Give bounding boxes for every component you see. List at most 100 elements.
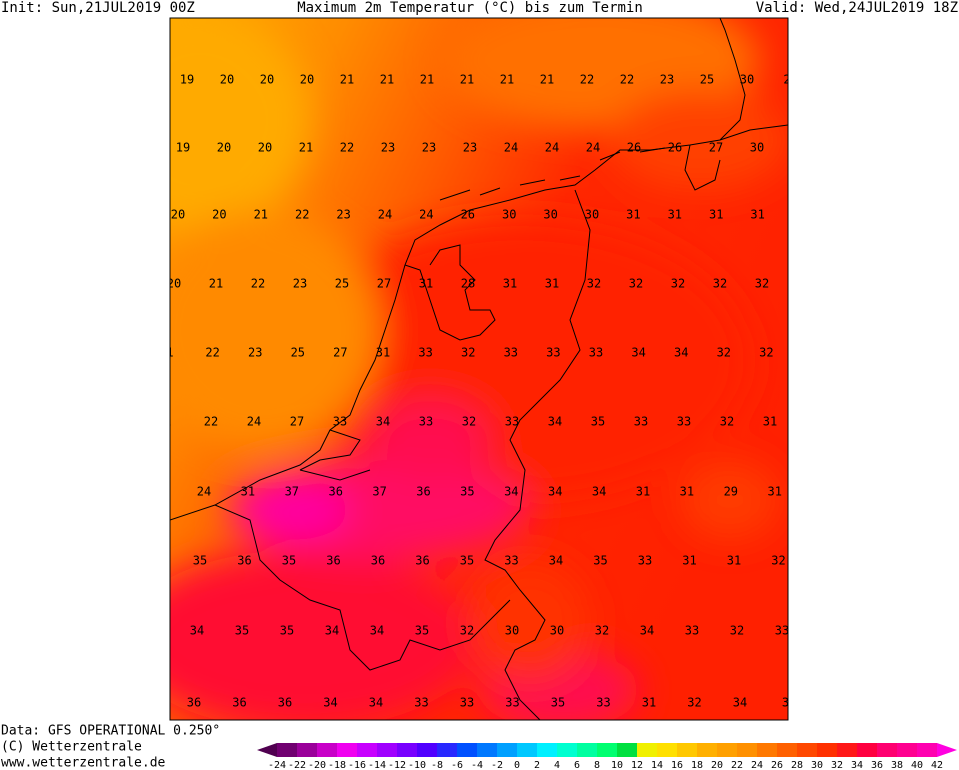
colorbar-arrow-left [257,743,277,757]
temperature-label: 32 [755,277,769,291]
temperature-label: 31 [682,554,696,568]
temperature-label: 31 [767,485,781,499]
temperature-label: 30 [505,624,519,638]
temperature-label: 20 [212,208,226,222]
colorbar-tick-label: 16 [671,760,683,770]
temperature-label: 22 [205,346,219,360]
temperature-label: 33 [333,415,347,429]
temperature-label: 31 [727,554,741,568]
temperature-label: 34 [674,346,688,360]
temperature-label: 2 [164,415,171,429]
temperature-label: 36 [278,696,292,710]
colorbar-box [837,743,857,757]
temperature-label: 20 [171,208,185,222]
temperature-label: 33 [634,415,648,429]
temperature-label: 32 [671,277,685,291]
temperature-label: 21 [460,73,474,87]
temperature-label: 31 [680,485,694,499]
temperature-label: 33 [505,696,519,710]
colorbar-box [857,743,877,757]
temperature-label: 36 [371,554,385,568]
temperature-label: 2 [783,73,790,87]
temperature-label: 33 [418,346,432,360]
colorbar-tick-label: 18 [691,760,703,770]
temperature-label: 34 [631,346,645,360]
temperature-label: 27 [290,415,304,429]
colorbar-box [637,743,657,757]
colorbar-box [617,743,637,757]
temperature-label: 35 [460,485,474,499]
colorbar-box [317,743,337,757]
coastlines [170,18,788,720]
temperature-label: 22 [251,277,265,291]
temperature-label: 19 [180,73,194,87]
colorbar-box [277,743,297,757]
temperature-label: 32 [771,554,785,568]
colorbar-box [657,743,677,757]
temperature-label: 35 [282,554,296,568]
temperature-labels: 19 20 20 20 21 21 21 21 21 21 22 22 23 25 30 219 20 20 21 2… [164,73,790,710]
temperature-label: 25 [700,73,714,87]
temperature-label: 20 [300,73,314,87]
temperature-label: 33 [589,346,603,360]
temperature-label: 35 [460,554,474,568]
colorbar-tick-label: 32 [831,760,843,770]
colorbar-tick-label: -2 [491,760,503,770]
temperature-label: 32 [720,415,734,429]
temperature-label: 27 [709,141,723,155]
temperature-label: 31 [642,696,656,710]
temperature-label: 32 [629,277,643,291]
colorbar-tick-label: -20 [308,760,326,770]
colorbar-tick-label: 24 [751,760,763,770]
colorbar-box [917,743,937,757]
init-time: Init: Sun,21JUL2019 00Z [1,0,195,16]
temperature-label: 30 [750,141,764,155]
temperature-label: 31 [763,415,777,429]
temperature-label: 35 [280,624,294,638]
temperature-label: 31 [750,208,764,222]
colorbar-tick-label: -22 [288,760,306,770]
colorbar-box [797,743,817,757]
temperature-label: 27 [377,277,391,291]
colorbar-tick-label: -8 [431,760,443,770]
temperature-label: 23 [248,346,262,360]
temperature-label: 36 [232,696,246,710]
temperature-label: 33 [504,554,518,568]
temperature-label: 32 [461,346,475,360]
temperature-label: 33 [677,415,691,429]
temperature-label: 21 [254,208,268,222]
temperature-label: 33 [596,696,610,710]
temperature-label: 27 [333,346,347,360]
valid-time: Valid: Wed,24JUL2019 18Z [756,0,958,16]
colorbar-tick-label: 36 [871,760,883,770]
temperature-label: 37 [372,485,386,499]
temperature-label: 21 [299,141,313,155]
colorbar-tick-label: 20 [711,760,723,770]
temperature-label: 26 [627,141,641,155]
colorbar-tick-label: -14 [368,760,386,770]
colorbar-box [397,743,417,757]
temperature-label: 21 [380,73,394,87]
temperature-label: 32 [717,346,731,360]
copyright: (C) Wetterzentrale [1,740,142,755]
temperature-label: 20 [220,73,234,87]
temperature-label: 31 [376,346,390,360]
temperature-label: 24 [419,208,433,222]
temperature-label: 24 [197,485,211,499]
colorbar-box [577,743,597,757]
colorbar-box [437,743,457,757]
temperature-label: 24 [247,415,261,429]
temperature-label: 36 [416,485,430,499]
temperature-label: 34 [733,696,747,710]
temperature-label: 31 [503,277,517,291]
temperature-label: 26 [461,208,475,222]
temperature-label: 37 [285,485,299,499]
colorbar-box [897,743,917,757]
colorbar-tick-label: -6 [451,760,463,770]
colorbar-tick-label: 30 [811,760,823,770]
temperature-label: 20 [217,141,231,155]
temperature-label: 19 [176,141,190,155]
temperature-label: 33 [419,415,433,429]
temperature-label: 32 [460,624,474,638]
temperature-label: 26 [668,141,682,155]
